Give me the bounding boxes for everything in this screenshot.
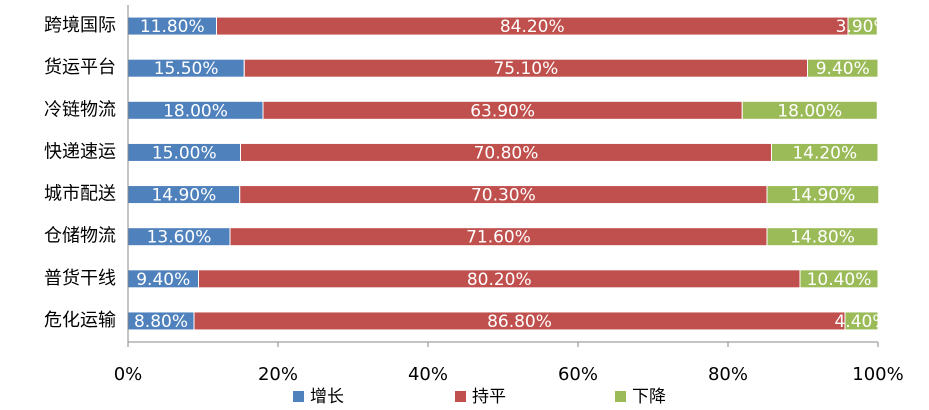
legend-label: 增长	[310, 387, 344, 407]
x-tick-label: 20%	[258, 364, 298, 385]
category-label: 货运平台	[44, 57, 116, 78]
value-label: 15.50%	[154, 59, 219, 79]
bar-segment	[766, 185, 880, 205]
value-label: 18.00%	[777, 101, 842, 121]
value-label: 70.80%	[474, 143, 539, 163]
value-label: 15.00%	[152, 143, 217, 163]
legend-label: 持平	[472, 387, 506, 407]
x-tick-label: 0%	[114, 364, 143, 385]
bar-segment	[766, 227, 879, 247]
value-label: 4.40%	[834, 312, 888, 332]
value-label: 10.40%	[807, 270, 872, 290]
category-label: 跨境国际	[44, 15, 116, 36]
value-label: 75.10%	[493, 59, 558, 79]
bar-segment	[807, 58, 879, 78]
value-label: 18.00%	[163, 101, 228, 121]
value-label: 14.80%	[790, 228, 855, 248]
value-label: 86.80%	[487, 312, 552, 332]
value-label: 13.60%	[147, 228, 212, 248]
x-tick-label: 80%	[708, 364, 748, 385]
value-label: 3.90%	[836, 17, 890, 37]
category-label: 冷链物流	[44, 99, 116, 120]
x-tick-label: 100%	[852, 364, 903, 385]
bar-segment	[799, 269, 879, 289]
x-tick-label: 60%	[558, 364, 598, 385]
bar-segment	[741, 100, 878, 120]
legend-swatch	[293, 391, 304, 402]
bar-segment	[844, 311, 879, 331]
value-label: 11.80%	[140, 17, 205, 37]
value-label: 80.20%	[467, 270, 532, 290]
value-label: 9.40%	[816, 59, 870, 79]
legend-swatch	[455, 391, 466, 402]
legend-label: 下降	[632, 387, 666, 407]
value-label: 71.60%	[466, 228, 531, 248]
value-label: 9.40%	[136, 270, 190, 290]
category-label: 仓储物流	[44, 226, 116, 247]
value-label: 14.20%	[792, 143, 857, 163]
bar-segment	[771, 142, 879, 162]
value-label: 14.90%	[151, 186, 216, 206]
category-label: 普货干线	[44, 268, 116, 289]
value-label: 63.90%	[470, 101, 535, 121]
value-label: 84.20%	[500, 17, 565, 37]
legend-swatch	[615, 391, 626, 402]
value-label: 8.80%	[134, 312, 188, 332]
value-label: 70.30%	[471, 186, 536, 206]
category-label: 快递速运	[44, 141, 116, 162]
x-tick-label: 40%	[408, 364, 448, 385]
category-label: 城市配送	[44, 184, 116, 205]
value-label: 14.90%	[790, 186, 855, 206]
bar-segment	[847, 16, 878, 36]
category-label: 危化运输	[44, 310, 116, 331]
